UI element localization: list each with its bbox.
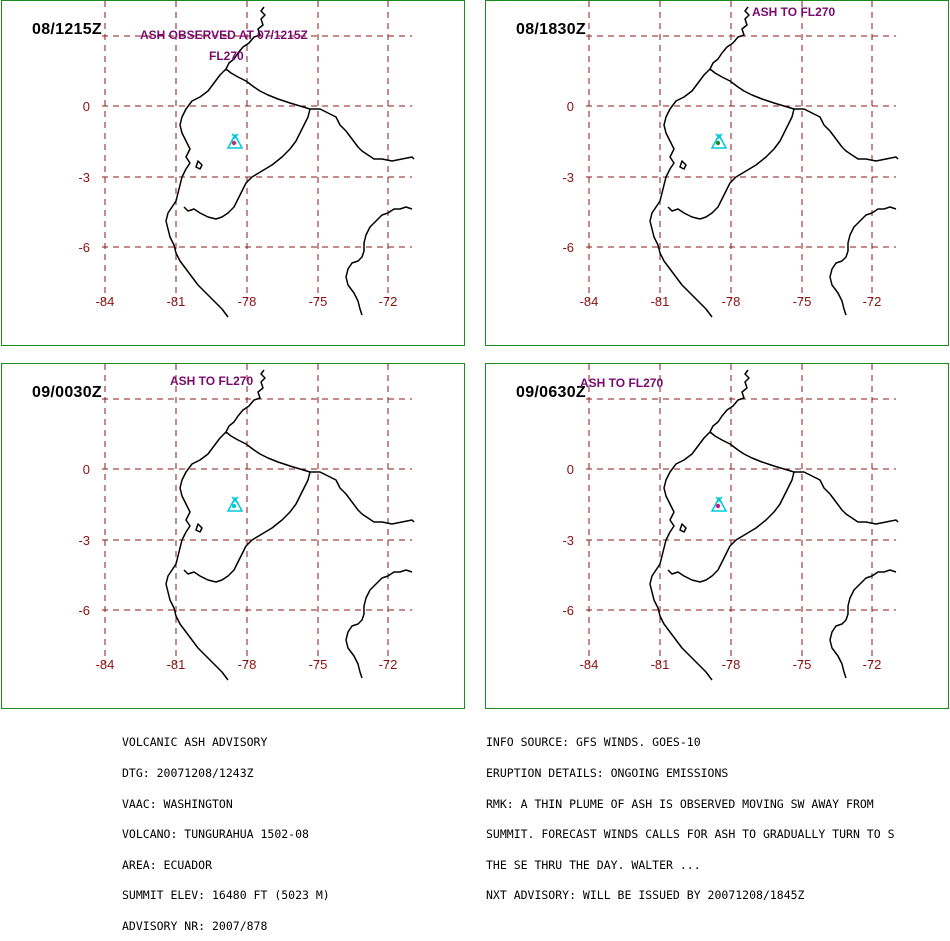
longitude-tick-label: -78: [722, 657, 741, 672]
longitude-tick-label: -75: [793, 294, 812, 309]
longitude-tick-label: -84: [96, 294, 115, 309]
coastline: [165, 369, 415, 681]
volcano-triangle-icon: [710, 496, 728, 512]
volcano-triangle-icon: [710, 133, 728, 149]
latitude-tick-label: 0: [567, 99, 574, 114]
longitude-tick-label: -72: [379, 294, 398, 309]
coastline: [649, 369, 899, 681]
longitude-tick-label: -72: [863, 294, 882, 309]
map-canvas: 0 -3 -6 -84 -81 -78 -75 -72: [78, 364, 415, 681]
flight-level-label: FL270: [209, 49, 244, 63]
advisory-line: AREA: ECUADOR: [122, 857, 213, 872]
volcano-cross-icon: [231, 133, 239, 141]
longitude-tick-label: -78: [722, 294, 741, 309]
latitude-tick-label: 0: [567, 462, 574, 477]
longitude-tick-label: -75: [309, 294, 328, 309]
latitude-tick-label: -3: [78, 533, 90, 548]
longitude-tick-label: -72: [379, 657, 398, 672]
advisory-info-right: INFO SOURCE: GFS WINDS. GOES-10 ERUPTION…: [486, 717, 895, 911]
latitude-tick-label: -6: [78, 603, 90, 618]
panel-time-label: 08/1830Z: [516, 21, 587, 38]
advisory-line: ERUPTION DETAILS: ONGOING EMISSIONS: [486, 766, 729, 780]
latitude-tick-label: -6: [78, 240, 90, 255]
map-canvas: 0 -3 -6 -84 -81 -78 -75 -72: [78, 1, 415, 318]
panel-time-label: 09/0030Z: [32, 384, 103, 401]
longitude-tick-label: -81: [651, 657, 670, 672]
longitude-tick-label: -78: [238, 294, 257, 309]
ash-level-label: ASH TO FL270: [580, 376, 664, 390]
ash-plume-marker: [715, 140, 721, 146]
longitude-tick-label: -81: [167, 657, 186, 672]
advisory-line: NXT ADVISORY: WILL BE ISSUED BY 20071208…: [486, 888, 805, 903]
advisory-line: DTG: 20071208/1243Z: [122, 766, 254, 780]
map-panel-08-1215z: 0 -3 -6 -84 -81 -78 -75 -72 08/1215Z ASH OBSERV…: [1, 0, 465, 346]
longitude-tick-label: -81: [651, 294, 670, 309]
longitude-tick-label: -84: [580, 657, 599, 672]
advisory-line: THE SE THRU THE DAY. WALTER ...: [486, 857, 701, 872]
volcano-cross-icon: [715, 496, 723, 504]
longitude-tick-label: -81: [167, 294, 186, 309]
longitude-tick-label: -78: [238, 657, 257, 672]
latitude-tick-label: -3: [78, 170, 90, 185]
latitude-tick-label: 0: [83, 99, 90, 114]
map-panel-09-0630z: 0 -3 -6 -84 -81 -78 -75 -72 09/0630Z ASH TO FL2…: [485, 363, 949, 709]
panel-time-label: 09/0630Z: [516, 384, 587, 401]
advisory-line: SUMMIT ELEV: 16480 FT (5023 M): [122, 888, 330, 903]
ash-observed-label: ASH OBSERVED AT 07/1215Z: [140, 28, 308, 42]
advisory-line: VAAC: WASHINGTON: [122, 796, 233, 811]
latitude-tick-label: -3: [562, 533, 574, 548]
advisory-line: SUMMIT. FORECAST WINDS CALLS FOR ASH TO …: [486, 827, 895, 842]
longitude-tick-label: -72: [863, 657, 882, 672]
latitude-tick-label: -3: [562, 170, 574, 185]
map-panel-08-1830z: 0 -3 -6 -84 -81 -78 -75 -72 08/1830Z ASH TO FL2…: [485, 0, 949, 346]
coastline: [165, 6, 415, 318]
ash-plume-marker: [231, 503, 237, 509]
advisory-line: ADVISORY NR: 2007/878: [122, 918, 268, 933]
volcano-triangle-icon: [226, 133, 244, 149]
latitude-tick-label: -6: [562, 240, 574, 255]
volcano-cross-icon: [231, 496, 239, 504]
latitude-tick-label: 0: [83, 462, 90, 477]
map-canvas: 0 -3 -6 -84 -81 -78 -75 -72: [562, 364, 899, 681]
ash-plume-marker: [231, 140, 237, 146]
advisory-line: VOLCANO: TUNGURAHUA 1502-08: [122, 827, 309, 842]
ash-level-label: ASH TO FL270: [170, 374, 254, 388]
volcano-cross-icon: [715, 133, 723, 141]
advisory-line: RMK: A THIN PLUME OF ASH IS OBSERVED MOV…: [486, 796, 874, 811]
coastline: [649, 6, 899, 318]
map-panel-09-0030z: 0 -3 -6 -84 -81 -78 -75 -72 09/0030Z ASH TO FL2…: [1, 363, 465, 709]
advisory-line: VOLCANIC ASH ADVISORY: [122, 735, 268, 750]
panel-time-label: 08/1215Z: [32, 21, 103, 38]
advisory-line: INFO SOURCE: GFS WINDS. GOES-10: [486, 735, 701, 750]
longitude-tick-label: -84: [96, 657, 115, 672]
longitude-tick-label: -75: [309, 657, 328, 672]
ash-plume-marker: [715, 503, 721, 509]
longitude-tick-label: -75: [793, 657, 812, 672]
latitude-tick-label: -6: [562, 603, 574, 618]
advisory-info-left: VOLCANIC ASH ADVISORY DTG: 20071208/1243…: [122, 717, 330, 941]
ash-level-label: ASH TO FL270: [752, 5, 836, 19]
map-canvas: 0 -3 -6 -84 -81 -78 -75 -72: [562, 1, 899, 318]
longitude-tick-label: -84: [580, 294, 599, 309]
volcano-triangle-icon: [226, 496, 244, 512]
